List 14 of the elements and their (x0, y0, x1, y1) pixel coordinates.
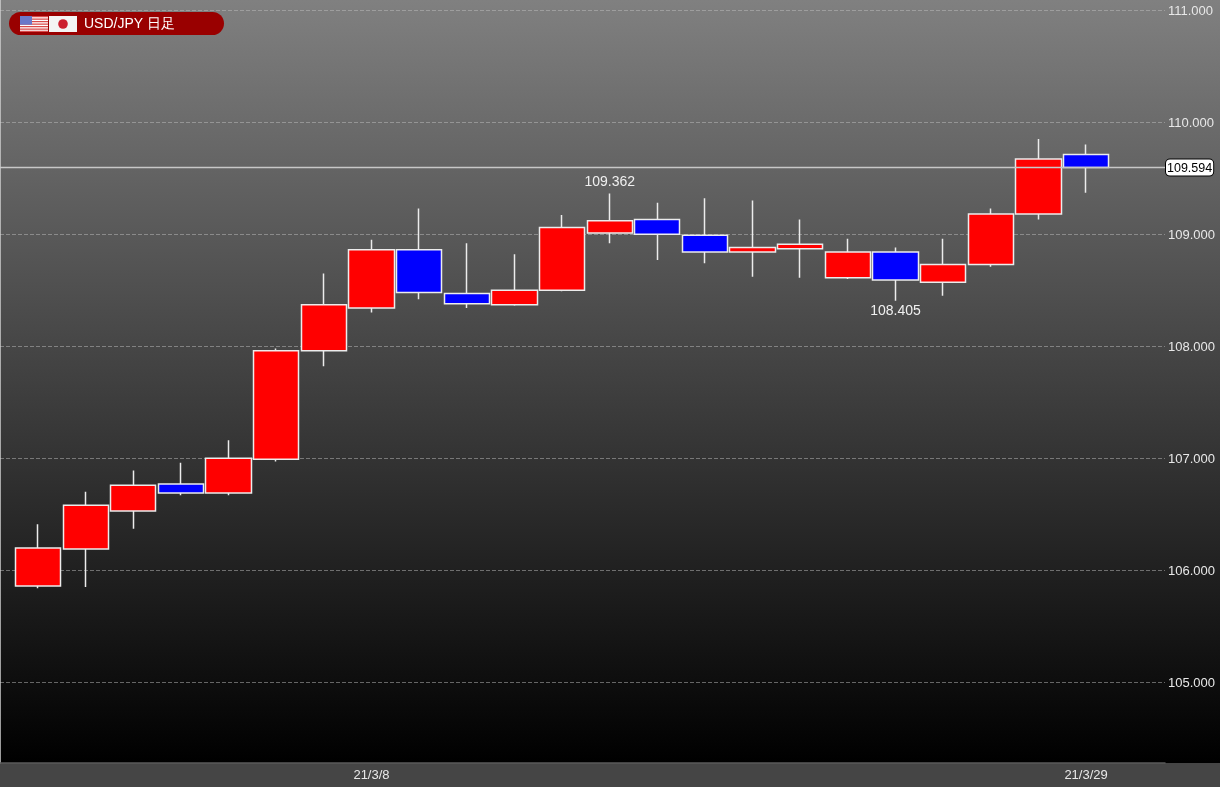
y-tick-label: 108.000 (1168, 338, 1215, 354)
x-tick-label: 21/3/29 (1064, 767, 1108, 782)
annotation: 109.362 (584, 172, 636, 189)
y-tick-label: 107.000 (1168, 450, 1215, 466)
y-tick-label: 105.000 (1168, 674, 1215, 690)
y-tick-label: 111.000 (1168, 2, 1214, 18)
candlestick (14, 523, 62, 589)
y-tick-label: 109.000 (1168, 226, 1215, 242)
y-tick-label: 110.000 (1168, 114, 1215, 130)
y-tick-label: 106.000 (1168, 562, 1215, 578)
annotation: 108.405 (870, 301, 922, 318)
x-tick-label: 21/3/8 (353, 767, 390, 782)
text: USD/JPY 日足 (84, 14, 175, 33)
ref-line-label: 109.594 (1167, 160, 1213, 175)
